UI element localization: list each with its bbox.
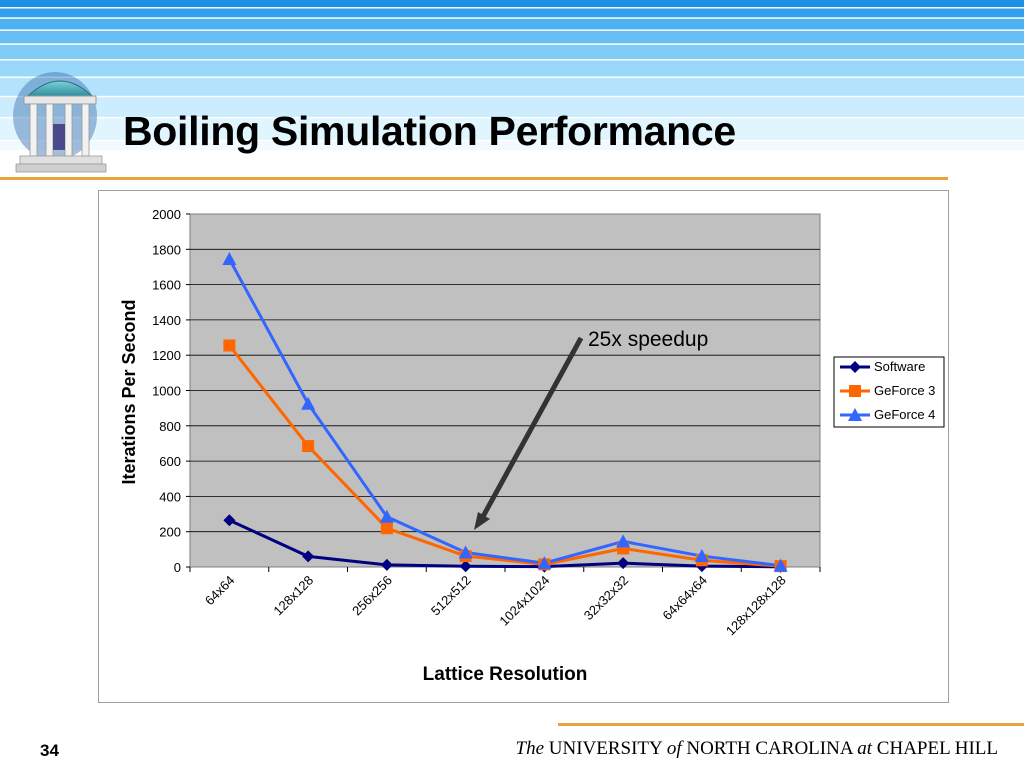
y-tick-label: 1200 bbox=[152, 348, 181, 363]
university-of: of bbox=[666, 738, 682, 759]
header-stripe bbox=[0, 0, 1024, 7]
legend: Software GeForce 3 GeForce 4 bbox=[833, 356, 945, 428]
header-stripes bbox=[0, 0, 1024, 150]
legend-label: Software bbox=[874, 359, 925, 374]
university-the: The bbox=[515, 738, 545, 759]
data-point-diamond bbox=[459, 560, 472, 573]
data-point-triangle bbox=[458, 545, 473, 559]
data-point-triangle bbox=[694, 549, 709, 563]
header-stripe bbox=[0, 141, 1024, 150]
page-number: 34 bbox=[40, 741, 59, 760]
data-point-diamond bbox=[302, 550, 315, 563]
y-tick-label: 600 bbox=[159, 454, 181, 469]
legend-label: GeForce 4 bbox=[874, 407, 935, 422]
data-point-diamond bbox=[617, 557, 630, 570]
y-tick-label: 1800 bbox=[152, 242, 181, 257]
y-tick-label: 1000 bbox=[152, 384, 181, 399]
data-point-square bbox=[302, 440, 315, 453]
university-state: NORTH CAROLINA bbox=[686, 738, 853, 759]
title-divider bbox=[0, 177, 948, 180]
y-tick-label: 0 bbox=[174, 560, 181, 575]
data-point-diamond bbox=[380, 558, 393, 571]
university-city: CHAPEL HILL bbox=[876, 738, 998, 759]
data-point-square bbox=[849, 385, 861, 397]
header-stripe bbox=[0, 118, 1024, 140]
header-stripe bbox=[0, 30, 1024, 44]
university-name: The UNIVERSITY of NORTH CAROLINA at CHAP… bbox=[516, 738, 998, 760]
data-point-triangle bbox=[773, 558, 788, 572]
y-axis-label: Iterations Per Second bbox=[119, 299, 139, 484]
annotation-arrow bbox=[477, 336, 584, 524]
data-point-square bbox=[380, 522, 393, 535]
annotation-arrowhead bbox=[474, 512, 490, 530]
series-line-geforce-4 bbox=[228, 258, 781, 568]
header-stripe bbox=[0, 44, 1024, 59]
y-tick-label: 1600 bbox=[152, 278, 181, 293]
data-point-triangle bbox=[222, 252, 237, 266]
header-stripe bbox=[0, 18, 1024, 30]
annotation-label: 25x speedup bbox=[588, 328, 708, 351]
old-well-icon bbox=[13, 72, 107, 173]
university-word: UNIVERSITY bbox=[548, 738, 663, 759]
data-point-triangle bbox=[537, 556, 552, 570]
data-point-triangle bbox=[379, 509, 394, 523]
series-line-geforce-3 bbox=[228, 344, 781, 568]
slide-title: Boiling Simulation Performance bbox=[123, 108, 736, 154]
data-point-triangle bbox=[848, 408, 862, 421]
header-stripe bbox=[0, 78, 1024, 96]
y-tick-label: 800 bbox=[159, 419, 181, 434]
data-point-diamond bbox=[223, 514, 236, 527]
data-point-diamond bbox=[849, 361, 861, 373]
legend-label: GeForce 3 bbox=[874, 383, 935, 398]
data-point-triangle bbox=[301, 396, 316, 410]
header-stripe bbox=[0, 97, 1024, 117]
y-tick-label: 400 bbox=[159, 489, 181, 504]
y-tick-label: 200 bbox=[159, 525, 181, 540]
header-stripe bbox=[0, 8, 1024, 18]
header-stripe bbox=[0, 60, 1024, 77]
university-at: at bbox=[857, 738, 873, 759]
y-tick-label: 1400 bbox=[152, 313, 181, 328]
data-point-square bbox=[223, 339, 236, 352]
footer-divider bbox=[558, 723, 1024, 726]
y-tick-label: 2000 bbox=[152, 207, 181, 222]
data-point-triangle bbox=[616, 534, 631, 548]
series-line-software bbox=[228, 518, 781, 569]
x-axis-label: Lattice Resolution bbox=[423, 664, 588, 685]
